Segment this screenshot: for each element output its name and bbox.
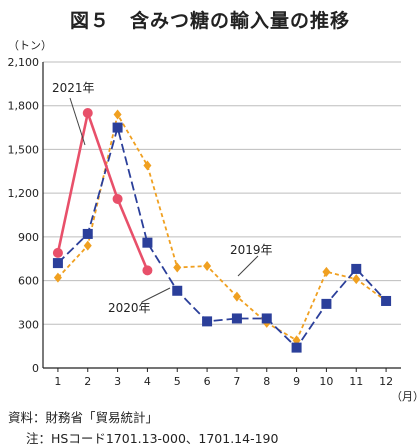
x-tick-label: 7	[233, 375, 240, 388]
data-point-diamond	[53, 272, 62, 283]
data-point-square	[351, 263, 362, 274]
data-point-square	[291, 342, 302, 353]
data-point-circle	[52, 247, 63, 258]
x-tick-labels: 1 2 3 4 5 6 7 8 9 10 11 12	[54, 375, 393, 388]
data-point-square	[112, 122, 123, 133]
data-point-diamond	[232, 291, 241, 302]
x-tick-label: 6	[204, 375, 211, 388]
data-point-diamond	[352, 274, 361, 285]
x-tick-label: 11	[349, 375, 363, 388]
y-tick-label: 0	[32, 362, 39, 375]
data-point-square	[261, 313, 272, 324]
series-label-2021年: 2021年	[52, 81, 95, 95]
data-point-square	[381, 295, 392, 306]
series-line-2020年	[57, 126, 387, 349]
x-tick-label: 3	[114, 375, 121, 388]
data-point-diamond	[203, 261, 212, 271]
gridlines	[43, 61, 401, 325]
y-tick-label: 900	[18, 231, 39, 244]
y-axis-unit: （トン）	[8, 39, 52, 52]
x-tick-label: 4	[144, 375, 151, 388]
y-tick-label: 1,200	[8, 187, 40, 200]
x-tick-label: 8	[263, 375, 270, 388]
leader-line	[237, 255, 259, 277]
axes	[42, 62, 401, 372]
data-point-diamond	[143, 160, 152, 171]
data-point-square	[172, 285, 183, 296]
data-point-square	[82, 228, 93, 239]
series-group	[52, 108, 392, 353]
data-point-diamond	[83, 240, 92, 251]
y-tick-label: 600	[18, 275, 39, 288]
series-labels: 2019年 2020年 2021年	[52, 81, 273, 315]
y-tick-label: 1,800	[8, 100, 40, 113]
y-tick-label: 1,500	[8, 143, 40, 156]
series-line-2021年	[56, 111, 149, 271]
leader-line	[69, 97, 86, 146]
x-tick-label: 2	[84, 375, 91, 388]
data-point-diamond	[113, 109, 122, 120]
data-point-square	[142, 237, 153, 248]
footnote: 注：HSコード1701.13-000、1701.14-190	[26, 431, 279, 446]
series-line-2019年	[57, 113, 387, 342]
y-tick-labels: 0 300 600 900 1,200 1,500 1,800 2,100	[8, 56, 40, 375]
x-tick-label: 12	[379, 375, 393, 388]
x-tick-label: 1	[54, 375, 61, 388]
data-point-square	[231, 313, 242, 324]
data-point-diamond	[173, 262, 182, 273]
leader-line	[141, 287, 171, 303]
data-point-square	[52, 258, 63, 269]
series-label-2019年: 2019年	[230, 243, 273, 257]
chart-title: 図５ 含みつ糖の輸入量の推移	[69, 10, 350, 32]
data-point-square	[202, 316, 213, 327]
x-tick-label: 10	[319, 375, 333, 388]
y-tick-label: 300	[18, 318, 39, 331]
data-point-square	[321, 298, 332, 309]
y-tick-label: 2,100	[8, 56, 40, 69]
data-point-circle	[142, 265, 153, 276]
source-note: 資料：財務省「貿易統計」	[8, 410, 159, 425]
x-tick-label: 9	[293, 375, 300, 388]
data-point-diamond	[322, 266, 331, 277]
series-label-2020年: 2020年	[108, 301, 151, 315]
data-point-circle	[82, 108, 93, 118]
data-point-circle	[112, 193, 123, 204]
x-tick-label: 5	[174, 375, 181, 388]
x-axis-unit: （月）	[391, 390, 420, 403]
